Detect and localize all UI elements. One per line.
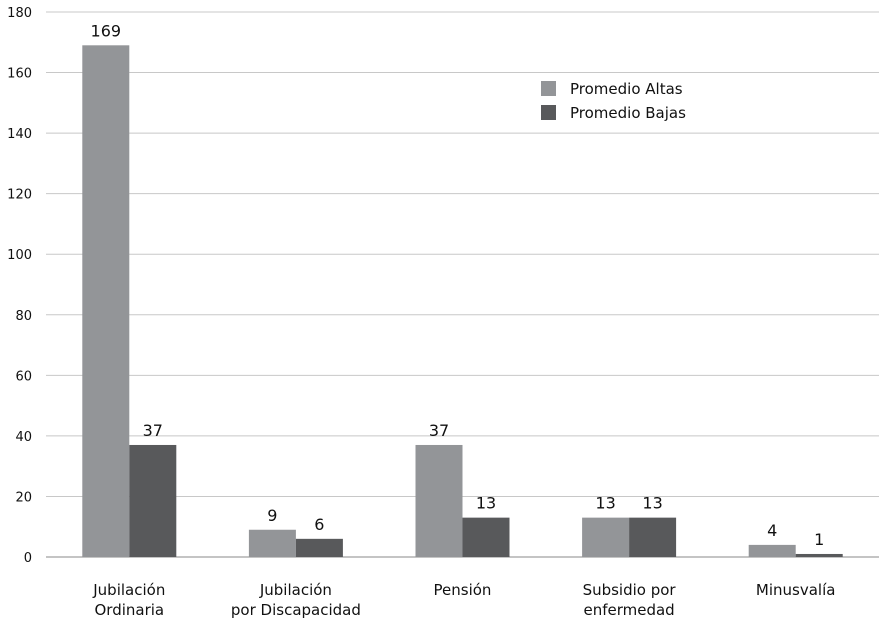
x-category-line: enfermedad	[583, 601, 674, 619]
y-tick-label: 20	[15, 490, 32, 505]
bar-bajas	[629, 517, 677, 557]
data-label: 13	[476, 494, 496, 513]
x-category-label: Pensión	[434, 581, 492, 599]
x-category-label: Subsidio por enfermedad	[583, 581, 677, 619]
y-tick-label: 160	[7, 67, 32, 82]
data-label: 37	[143, 421, 163, 440]
legend-label: Promedio Bajas	[570, 104, 686, 122]
x-category-line: Jubilación	[92, 581, 165, 599]
x-category-line: Pensión	[434, 581, 492, 599]
data-label: 9	[267, 506, 277, 525]
x-axis: Jubilación Ordinaria Jubilación por Discapa…	[92, 581, 835, 619]
y-axis: 0 20 40 60 80 100 120 140 160 180	[7, 6, 32, 566]
x-category-label: Jubilación por Discapacidad	[231, 581, 361, 619]
bar-bajas	[462, 517, 510, 557]
bar-altas	[248, 529, 296, 557]
data-label: 13	[642, 494, 662, 513]
data-label: 6	[314, 515, 324, 534]
bar-bajas	[129, 444, 177, 557]
x-category-line: Minusvalía	[756, 581, 836, 599]
y-tick-label: 0	[24, 551, 32, 566]
y-tick-label: 60	[15, 369, 32, 384]
legend-swatch	[541, 81, 556, 96]
x-category-line: Ordinaria	[94, 601, 164, 619]
data-label: 1	[814, 530, 824, 549]
x-category-line: Jubilación	[259, 581, 332, 599]
bar-altas	[82, 45, 130, 558]
x-category-label: Jubilación Ordinaria	[92, 581, 165, 619]
legend: Promedio Altas Promedio Bajas	[541, 80, 686, 122]
y-tick-label: 140	[7, 127, 32, 142]
y-tick-label: 180	[7, 6, 32, 21]
data-label: 13	[595, 494, 615, 513]
legend-label: Promedio Altas	[570, 80, 683, 98]
bar-altas	[748, 544, 796, 557]
gridlines	[46, 11, 879, 558]
data-label: 4	[767, 521, 777, 540]
y-tick-label: 120	[7, 188, 32, 203]
bars	[82, 45, 843, 558]
bar-altas	[582, 517, 630, 557]
data-label: 169	[91, 21, 122, 40]
bar-bajas	[795, 553, 843, 557]
data-label: 37	[429, 421, 449, 440]
legend-swatch	[541, 105, 556, 120]
x-category-line: Subsidio por	[583, 581, 677, 599]
y-tick-label: 100	[7, 248, 32, 263]
bar-altas	[415, 444, 463, 557]
bar-bajas	[295, 538, 343, 557]
x-category-line: por Discapacidad	[231, 601, 361, 619]
y-tick-label: 80	[15, 309, 32, 324]
y-tick-label: 40	[15, 430, 32, 445]
x-category-label: Minusvalía	[756, 581, 836, 599]
data-labels: 169 37 9 6 37 13 13 13 4 1	[91, 21, 825, 549]
